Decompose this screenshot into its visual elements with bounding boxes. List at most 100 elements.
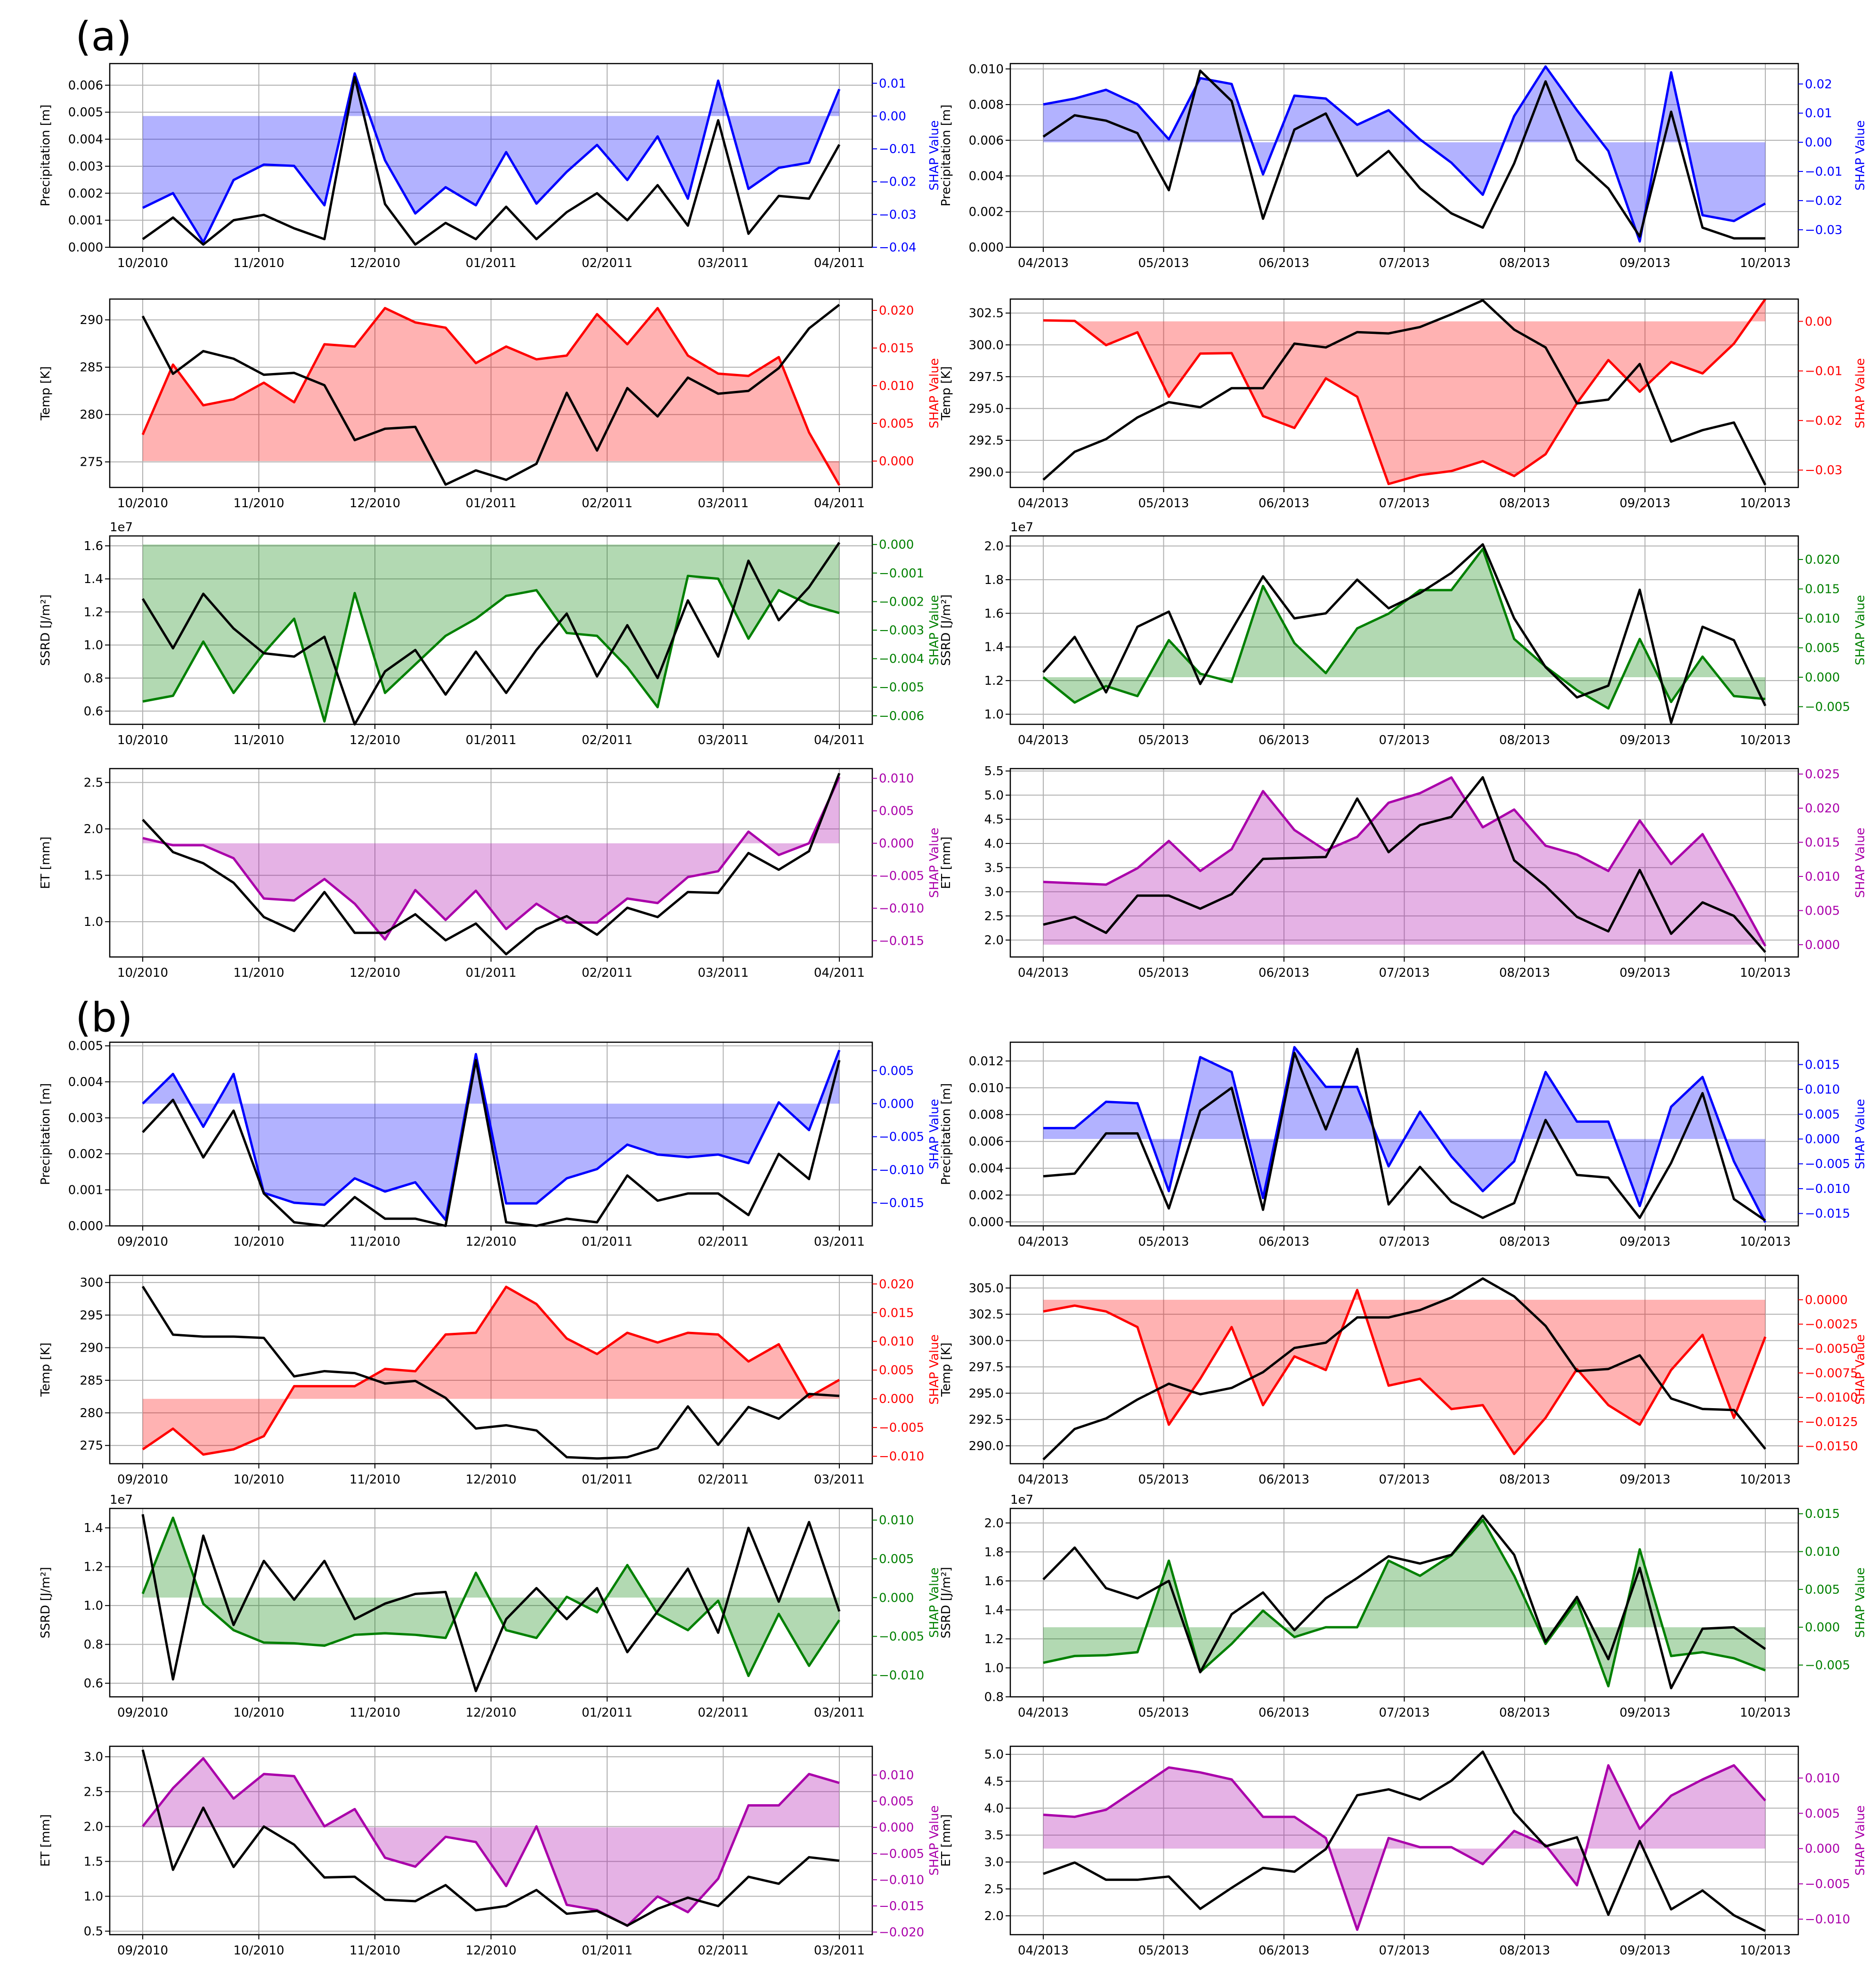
a-et2-ylabel: ET [mm] xyxy=(939,836,953,889)
a-ssrd-y2tick-label: −0.002 xyxy=(879,595,924,609)
b-et-y2tick-label: −0.010 xyxy=(879,1873,924,1887)
b-temp-y2label: SHAP Value xyxy=(927,1334,942,1404)
a-ssrd2-ytick-label: 1.0 xyxy=(984,708,1004,722)
b-temp2-xtick-label: 04/2013 xyxy=(1018,1473,1069,1487)
b-temp2-xtick-label: 05/2013 xyxy=(1138,1473,1189,1487)
b-precip2-xtick-label: 05/2013 xyxy=(1138,1235,1189,1249)
a-et2-xtick-label: 10/2013 xyxy=(1740,966,1791,980)
a-ssrd-xtick-label: 01/2011 xyxy=(465,733,516,747)
b-ssrd-y2tick-label: −0.010 xyxy=(879,1669,924,1683)
a-temp2-y2tick-label: −0.01 xyxy=(1805,365,1843,379)
a-temp-ytick-label: 275 xyxy=(80,455,103,470)
b-et2-xtick-label: 07/2013 xyxy=(1379,1944,1429,1958)
b-precip2-xtick-label: 04/2013 xyxy=(1018,1235,1069,1249)
a-et-xtick-label: 11/2010 xyxy=(233,966,284,980)
b-ssrd2-ytick-label: 0.8 xyxy=(984,1690,1004,1704)
b-et2-y2tick-label: 0.005 xyxy=(1805,1807,1840,1821)
b-temp2-y2label: SHAP Value xyxy=(1853,1334,1868,1404)
b-temp-shap-fill xyxy=(143,1287,839,1455)
a-ssrd2-y2tick-label: 0.010 xyxy=(1805,612,1840,626)
b-precip-ytick-label: 0.001 xyxy=(68,1183,103,1198)
a-ssrd-xtick-label: 12/2010 xyxy=(349,733,400,747)
a-ssrd2-y2tick-label: 0.015 xyxy=(1805,583,1840,597)
b-et2-value-line xyxy=(1043,1750,1766,1932)
b-precip2-y2tick-label: 0.005 xyxy=(1805,1108,1840,1122)
b-precip2-y2tick-label: −0.015 xyxy=(1805,1207,1850,1221)
b-precip-xtick-label: 03/2011 xyxy=(814,1235,865,1249)
a-ssrd2-ytick-label: 1.4 xyxy=(984,640,1004,655)
a-precip2-value-line xyxy=(1042,69,1765,240)
a-ssrd-y2tick-label: −0.004 xyxy=(879,652,924,666)
a-precip2-y2tick-label: 0.00 xyxy=(1805,136,1832,150)
a-ssrd-value-line xyxy=(141,542,841,726)
a-et2-xtick-label: 05/2013 xyxy=(1138,966,1189,980)
a-temp2-ytick-label: 292.5 xyxy=(969,434,1004,448)
b-et-xtick-label: 12/2010 xyxy=(465,1944,516,1958)
b-ssrd-xtick-label: 09/2010 xyxy=(117,1706,168,1720)
b-ssrd2-xtick-label: 10/2013 xyxy=(1740,1706,1791,1720)
b-precip-y2tick-label: −0.010 xyxy=(879,1163,924,1177)
b-et-xtick-label: 03/2011 xyxy=(814,1944,865,1958)
b-temp2-xtick-label: 10/2013 xyxy=(1740,1473,1791,1487)
b-ssrd-ylabel: SSRD [J/m²] xyxy=(39,1567,53,1638)
a-ssrd2-ytick-label: 1.2 xyxy=(984,674,1004,688)
a-temp-y2tick-label: 0.020 xyxy=(879,304,914,318)
b-precip2-xtick-label: 10/2013 xyxy=(1740,1235,1791,1249)
a-precip-xtick-label: 11/2010 xyxy=(233,256,284,270)
a-et2-ytick-label: 3.5 xyxy=(984,861,1004,875)
b-et-y2tick-label: 0.000 xyxy=(879,1821,914,1835)
b-temp2-xtick-label: 06/2013 xyxy=(1259,1473,1309,1487)
b-ssrd-sci-offset: 1e7 xyxy=(110,1493,133,1507)
b-temp-y2tick-label: 0.020 xyxy=(879,1277,914,1291)
a-et2-ytick-label: 3.0 xyxy=(984,885,1004,900)
a-ssrd2-xtick-label: 07/2013 xyxy=(1379,733,1429,747)
a-precip-value-line xyxy=(142,76,841,246)
a-temp-y2tick-label: 0.015 xyxy=(879,341,914,356)
b-temp2-ytick-label: 297.5 xyxy=(969,1360,1004,1374)
b-ssrd-xtick-label: 02/2011 xyxy=(698,1706,748,1720)
a-precip-ytick-label: 0.004 xyxy=(68,133,103,147)
b-temp2-ytick-label: 292.5 xyxy=(969,1413,1004,1427)
b-et-xtick-label: 10/2010 xyxy=(233,1944,284,1958)
b-temp-value-line xyxy=(141,1286,840,1460)
a-ssrd-ytick-label: 1.2 xyxy=(84,605,103,619)
a-temp2-ytick-label: 300.0 xyxy=(969,338,1004,352)
b-ssrd-ytick-label: 0.8 xyxy=(84,1638,103,1652)
b-ssrd2-y2label: SHAP Value xyxy=(1853,1567,1868,1637)
b-et-xtick-label: 01/2011 xyxy=(582,1944,633,1958)
b-et2-ytick-label: 2.0 xyxy=(984,1909,1004,1923)
b-et-ytick-label: 1.0 xyxy=(84,1890,103,1904)
b-et-xtick-label: 09/2010 xyxy=(117,1944,168,1958)
a-ssrd-ytick-label: 1.4 xyxy=(84,572,103,586)
b-precip2-y2tick-label: −0.010 xyxy=(1805,1182,1850,1196)
a-temp2-y2label: SHAP Value xyxy=(1853,358,1868,428)
a-ssrd2-value-line xyxy=(1042,543,1767,724)
a-temp-shap-line xyxy=(141,307,841,486)
b-ssrd-xtick-label: 03/2011 xyxy=(814,1706,865,1720)
b-precip2-ytick-label: 0.002 xyxy=(969,1189,1004,1203)
b-precip-xtick-label: 10/2010 xyxy=(233,1235,284,1249)
b-precip2-y2tick-label: 0.015 xyxy=(1805,1058,1840,1072)
a-ssrd2-shap-fill xyxy=(1043,549,1765,709)
a-et2-shap-line xyxy=(1043,776,1767,947)
a-precip-xtick-label: 10/2010 xyxy=(117,256,168,270)
b-temp2-y2tick-label: −0.0050 xyxy=(1805,1342,1858,1356)
b-temp-xtick-label: 03/2011 xyxy=(814,1473,865,1487)
b-temp-ytick-label: 275 xyxy=(80,1439,103,1453)
a-precip-y2tick-label: 0.01 xyxy=(879,77,906,91)
b-et2-xtick-label: 04/2013 xyxy=(1018,1944,1069,1958)
a-temp-value-line xyxy=(141,304,840,486)
a-et-ylabel: ET [mm] xyxy=(39,836,53,889)
a-et-y2tick-label: −0.010 xyxy=(879,902,924,916)
b-et2-ytick-label: 3.0 xyxy=(984,1856,1004,1870)
b-temp2-y2tick-label: −0.0075 xyxy=(1805,1366,1858,1380)
b-precip-ylabel: Precipitation [m] xyxy=(39,1083,53,1185)
b-et-ylabel: ET [mm] xyxy=(39,1814,53,1867)
b-et-xtick-label: 02/2011 xyxy=(698,1944,748,1958)
a-precip2-ytick-label: 0.004 xyxy=(969,170,1004,184)
b-et2-xtick-label: 05/2013 xyxy=(1138,1944,1189,1958)
b-precip2-xtick-label: 09/2013 xyxy=(1619,1235,1670,1249)
a-ssrd2-y2tick-label: 0.020 xyxy=(1805,553,1840,567)
b-precip2-y2tick-label: 0.000 xyxy=(1805,1133,1840,1147)
b-temp-ytick-label: 300 xyxy=(80,1276,103,1290)
